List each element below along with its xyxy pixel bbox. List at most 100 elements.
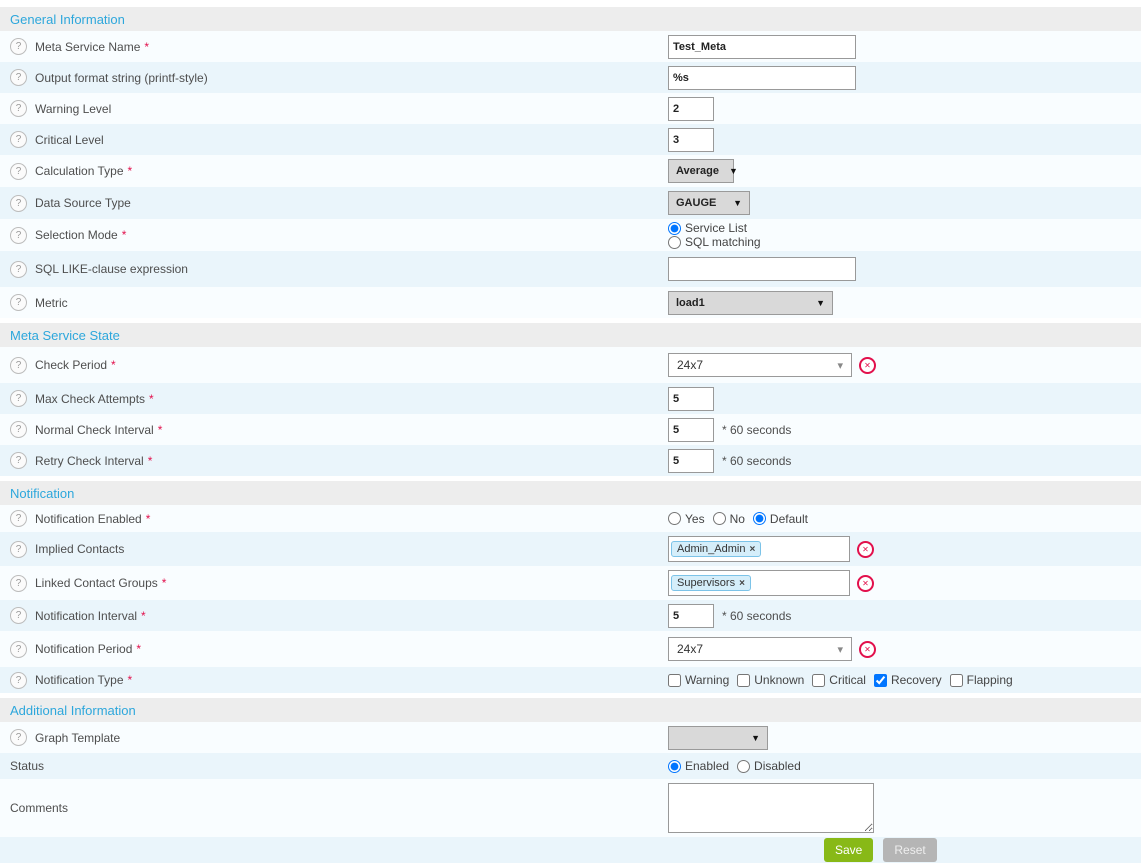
no-radio-option[interactable]: No (712, 511, 745, 526)
field-label: Notification Type (35, 673, 124, 687)
reset-button[interactable]: Reset (883, 838, 937, 862)
help-icon[interactable]: ? (10, 607, 27, 624)
required-marker: * (149, 391, 154, 406)
notification-interval-input[interactable] (668, 603, 714, 628)
help-icon[interactable]: ? (10, 452, 27, 469)
default-radio[interactable] (752, 512, 766, 525)
selected-value: Average (676, 165, 720, 177)
help-icon[interactable]: ? (10, 131, 27, 148)
selected-value: 24x7 (677, 642, 704, 656)
flapping-checkbox[interactable] (949, 673, 963, 687)
graph-template-select[interactable]: ▼ (668, 725, 768, 750)
tag-chip[interactable]: Supervisors × (671, 575, 751, 591)
chevron-down-icon: ▾ (837, 643, 843, 656)
clear-selection-icon[interactable]: ✕ (857, 540, 874, 558)
output-format-input[interactable] (668, 65, 856, 90)
critical-checkbox-option[interactable]: Critical (812, 673, 866, 687)
recovery-checkbox-option[interactable]: Recovery (873, 673, 942, 687)
field-label: Graph Template (35, 730, 121, 745)
linked-contact-groups-input[interactable]: Supervisors × (668, 570, 850, 596)
sql-matching-radio[interactable] (668, 235, 681, 249)
data-source-type-select[interactable]: GAUGE ▼ (668, 191, 750, 215)
metric-select[interactable]: load1 ▼ (668, 290, 833, 315)
calculation-type-select[interactable]: Average ▼ (668, 159, 738, 183)
check-period-select[interactable]: 24x7 ▾ (668, 353, 852, 377)
normal-check-interval-input[interactable] (668, 417, 714, 442)
field-label: Data Source Type (35, 196, 131, 210)
help-icon[interactable]: ? (10, 226, 27, 244)
enabled-radio-option[interactable]: Enabled (668, 759, 729, 773)
row-meta-service-name: ? Meta Service Name * (0, 31, 1141, 62)
service-list-radio-option[interactable]: Service List (668, 221, 761, 235)
help-icon[interactable]: ? (10, 294, 27, 311)
help-icon[interactable]: ? (10, 356, 27, 374)
help-icon[interactable]: ? (10, 540, 27, 558)
field-label: Selection Mode (35, 228, 118, 242)
help-icon[interactable]: ? (10, 421, 27, 438)
help-icon[interactable]: ? (10, 640, 27, 658)
dropdown-arrow-icon: ▼ (733, 198, 742, 208)
help-icon[interactable]: ? (10, 671, 27, 689)
radio-label: Enabled (685, 759, 730, 773)
clear-selection-icon[interactable]: ✕ (859, 356, 876, 374)
field-label: Notification Interval (35, 608, 138, 623)
service-list-radio[interactable] (668, 221, 681, 235)
tag-remove-icon[interactable]: × (739, 577, 745, 589)
warning-level-input[interactable] (668, 96, 714, 121)
field-label: Metric (35, 295, 68, 310)
section-title: Notification (10, 485, 75, 501)
critical-checkbox[interactable] (812, 673, 826, 687)
yes-radio[interactable] (668, 512, 681, 525)
help-icon[interactable]: ? (10, 574, 27, 592)
help-icon[interactable]: ? (10, 162, 27, 180)
yes-radio-option[interactable]: Yes (668, 512, 705, 526)
section-title: Meta Service State (10, 327, 120, 343)
default-radio-option[interactable]: Default (752, 512, 808, 526)
help-icon[interactable]: ? (10, 38, 27, 55)
disabled-radio[interactable] (737, 759, 751, 773)
row-normal-check-interval: ? Normal Check Interval * * 60 seconds (0, 414, 1141, 445)
help-icon[interactable]: ? (10, 510, 27, 527)
tag-remove-icon[interactable]: × (749, 543, 756, 555)
help-icon[interactable]: ? (10, 194, 27, 212)
dropdown-arrow-icon: ▼ (751, 732, 760, 743)
clear-selection-icon[interactable]: ✕ (859, 640, 876, 658)
help-icon[interactable]: ? (10, 100, 27, 117)
tag-chip[interactable]: Admin_Admin × (671, 541, 762, 557)
warning-checkbox[interactable] (668, 673, 681, 687)
recovery-checkbox[interactable] (873, 673, 887, 687)
help-icon[interactable]: ? (10, 69, 27, 86)
disabled-radio-option[interactable]: Disabled (737, 759, 801, 773)
meta-service-name-input[interactable] (668, 34, 856, 59)
row-retry-check-interval: ? Retry Check Interval * * 60 seconds (0, 445, 1141, 476)
row-max-check-attempts: ? Max Check Attempts * (0, 383, 1141, 414)
implied-contacts-input[interactable]: Admin_Admin × (668, 536, 850, 562)
unit-suffix: * 60 seconds (722, 422, 792, 437)
row-calculation-type: ? Calculation Type * Average ▼ (0, 155, 1141, 187)
enabled-radio[interactable] (668, 759, 681, 773)
unknown-checkbox[interactable] (737, 673, 751, 687)
field-label: Implied Contacts (35, 542, 125, 556)
no-radio[interactable] (712, 512, 726, 525)
sql-like-expression-input[interactable] (668, 257, 856, 281)
warning-checkbox-option[interactable]: Warning (668, 673, 729, 687)
notification-period-select[interactable]: 24x7 ▾ (668, 637, 852, 661)
sql-matching-radio-option[interactable]: SQL matching (668, 235, 761, 249)
radio-label: No (729, 511, 745, 526)
help-icon[interactable]: ? (10, 390, 27, 407)
help-icon[interactable]: ? (10, 260, 27, 278)
critical-level-input[interactable] (668, 127, 714, 152)
dropdown-arrow-icon: ▼ (816, 297, 825, 308)
required-marker: * (161, 576, 167, 590)
max-check-attempts-input[interactable] (668, 386, 714, 411)
flapping-checkbox-option[interactable]: Flapping (949, 673, 1013, 687)
retry-check-interval-input[interactable] (668, 448, 714, 473)
row-data-source-type: ? Data Source Type GAUGE ▼ (0, 187, 1141, 219)
comments-textarea[interactable] (668, 783, 874, 833)
save-button[interactable]: Save (824, 838, 874, 862)
unknown-checkbox-option[interactable]: Unknown (737, 673, 804, 687)
section-title: General Information (10, 11, 125, 27)
section-additional-information: Additional Information (0, 698, 1141, 722)
help-icon[interactable]: ? (10, 729, 27, 746)
clear-selection-icon[interactable]: ✕ (857, 574, 874, 592)
